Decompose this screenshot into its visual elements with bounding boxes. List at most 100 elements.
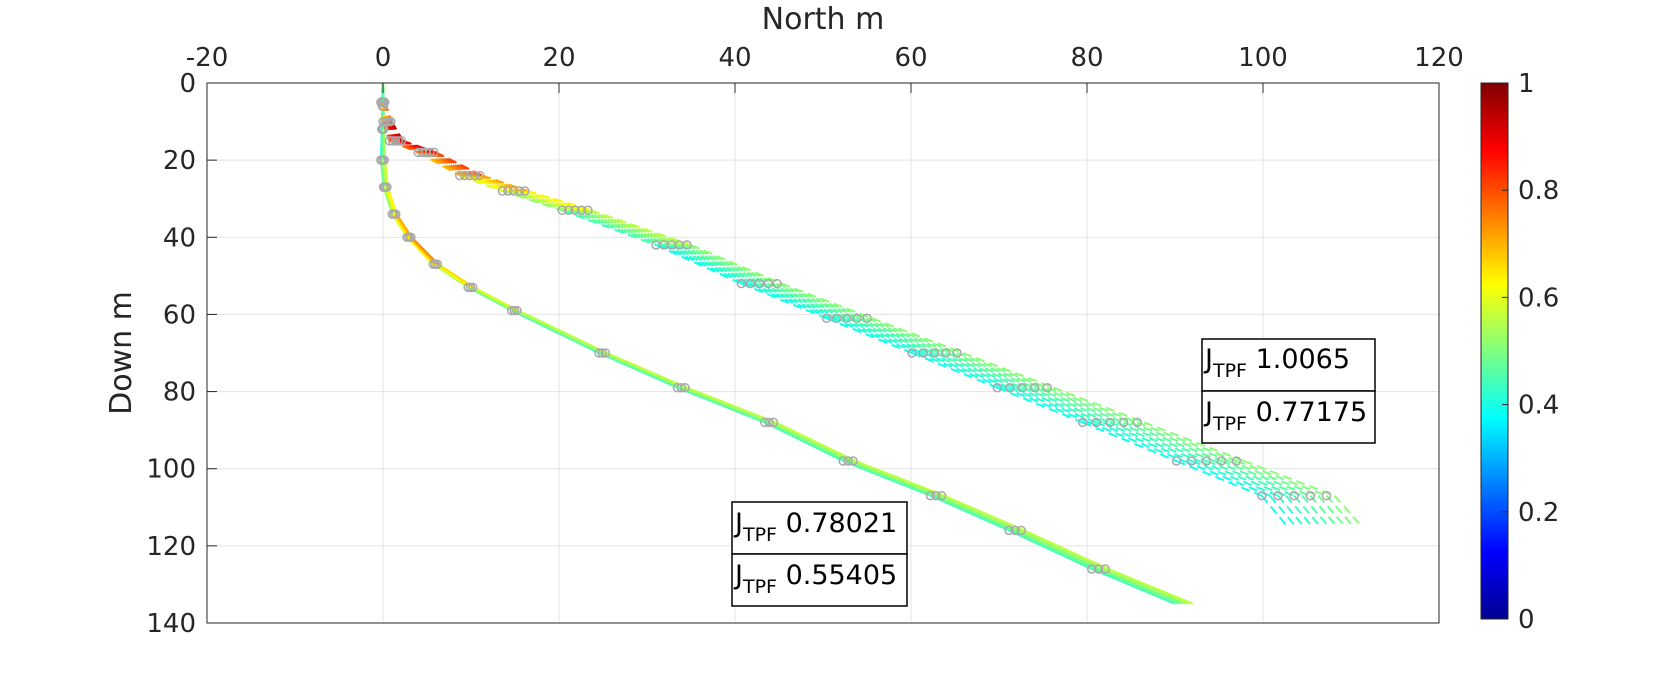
survey-marker	[379, 155, 390, 165]
trajectory-segment	[1109, 421, 1207, 462]
y-axis-title: Down m	[104, 291, 139, 415]
trajectory-segment	[943, 494, 1025, 532]
survey-marker	[459, 170, 470, 181]
survey-marker	[1231, 456, 1242, 466]
trajectory-segment	[941, 494, 1022, 532]
annotation-value: 0.55405	[786, 560, 898, 591]
survey-marker	[1305, 490, 1316, 501]
trajectory-segment	[1089, 421, 1185, 462]
trajectory-segment	[1053, 386, 1145, 424]
trajectory-segment	[841, 317, 930, 354]
trajectory-segment	[1008, 529, 1093, 570]
survey-marker	[1257, 490, 1267, 501]
survey-marker	[862, 313, 872, 324]
trajectory-segment	[866, 317, 958, 354]
annotation-value: 1.0065	[1256, 344, 1350, 375]
trajectory-segment	[1021, 386, 1111, 424]
trajectory-segment	[851, 317, 941, 354]
trajectory-segment	[561, 209, 657, 246]
survey-marker	[384, 136, 395, 146]
survey-marker	[772, 278, 782, 289]
trajectory-segment	[659, 244, 747, 285]
x-tick-label: 120	[1414, 43, 1464, 73]
trajectory-segment	[826, 317, 913, 354]
annotation-subscript: TPF	[1212, 360, 1247, 382]
trajectory-segment	[855, 460, 945, 497]
y-tick-label: 80	[163, 378, 196, 408]
trajectory-segment	[831, 317, 919, 354]
survey-marker	[848, 456, 858, 466]
survey-marker	[931, 490, 941, 501]
trajectory-segment	[749, 282, 838, 320]
survey-marker	[680, 382, 690, 393]
trajectory-segment	[951, 352, 1042, 389]
survey-marker	[936, 490, 947, 501]
survey-marker	[570, 205, 580, 216]
trajectory-segment	[1034, 386, 1125, 424]
trajectory-segment	[763, 282, 853, 320]
x-tick-label: 40	[718, 43, 751, 73]
x-axis-ticks: -20 0 20 40 60 80 100 120	[186, 43, 1464, 93]
survey-marker	[1042, 382, 1052, 393]
survey-marker	[1100, 564, 1111, 574]
trajectory-segment	[1116, 421, 1215, 462]
annotation-symbol: J	[733, 560, 743, 591]
survey-marker	[929, 348, 940, 358]
survey-marker	[1289, 490, 1299, 501]
survey-marker	[470, 170, 480, 181]
survey-marker	[1087, 564, 1097, 574]
survey-marker	[467, 282, 478, 293]
colorbar: 0 0.2 0.4 0.6 0.8 1	[1480, 69, 1559, 635]
survey-marker	[594, 348, 604, 358]
survey-marker	[1077, 417, 1088, 428]
trajectory-markers	[376, 97, 1332, 574]
trajectory-segment	[587, 209, 688, 246]
svg-text:JTPF 0.77175: JTPF 0.77175	[1203, 397, 1367, 435]
survey-marker	[736, 278, 747, 289]
annotation-value: 0.77175	[1256, 397, 1368, 428]
survey-marker	[918, 348, 929, 358]
survey-marker	[557, 205, 567, 216]
survey-marker	[1016, 525, 1026, 536]
svg-text:JTPF 0.78021: JTPF 0.78021	[733, 508, 897, 546]
trajectory-segment	[667, 244, 756, 285]
annotation-subscript: TPF	[1212, 413, 1247, 435]
trajectory-segment	[1243, 460, 1335, 497]
survey-marker	[1091, 417, 1102, 428]
survey-marker	[506, 305, 517, 316]
trajectory-segment	[682, 244, 773, 285]
colorbar-tick-label: 0.8	[1518, 176, 1559, 206]
trajectory-segment	[962, 352, 1054, 389]
trajectory-segment	[1183, 460, 1271, 497]
y-tick-label: 40	[163, 223, 196, 253]
survey-marker	[425, 147, 435, 158]
trajectory-segment	[856, 317, 947, 354]
survey-marker	[764, 417, 774, 428]
survey-marker	[907, 348, 917, 358]
trajectory-segment	[1228, 460, 1319, 497]
trajectory-segment	[1325, 495, 1355, 528]
trajectory-segment	[846, 317, 935, 354]
trajectory-segment	[930, 494, 1010, 532]
colorbar-tick-label: 0	[1518, 605, 1535, 635]
survey-marker	[1321, 490, 1332, 501]
trajectory-segment	[655, 244, 742, 285]
trajectory-segment	[1130, 421, 1230, 462]
survey-marker	[600, 348, 611, 358]
trajectory-segment	[939, 352, 1029, 389]
survey-marker	[1171, 456, 1182, 466]
trajectory-segment	[1269, 495, 1297, 528]
annotation-upper-2: JTPF 0.77175	[1201, 390, 1376, 444]
trajectory-segment	[1293, 495, 1322, 528]
survey-marker	[763, 278, 773, 289]
survey-marker	[512, 305, 522, 316]
survey-marker	[842, 313, 852, 324]
survey-marker	[406, 232, 416, 243]
x-tick-label: 80	[1070, 43, 1103, 73]
trajectory-segment	[956, 352, 1048, 389]
trajectory-segment	[1285, 495, 1313, 528]
trajectory-segment	[1176, 460, 1263, 497]
x-tick-label: 20	[542, 43, 575, 73]
survey-marker	[1030, 382, 1040, 393]
